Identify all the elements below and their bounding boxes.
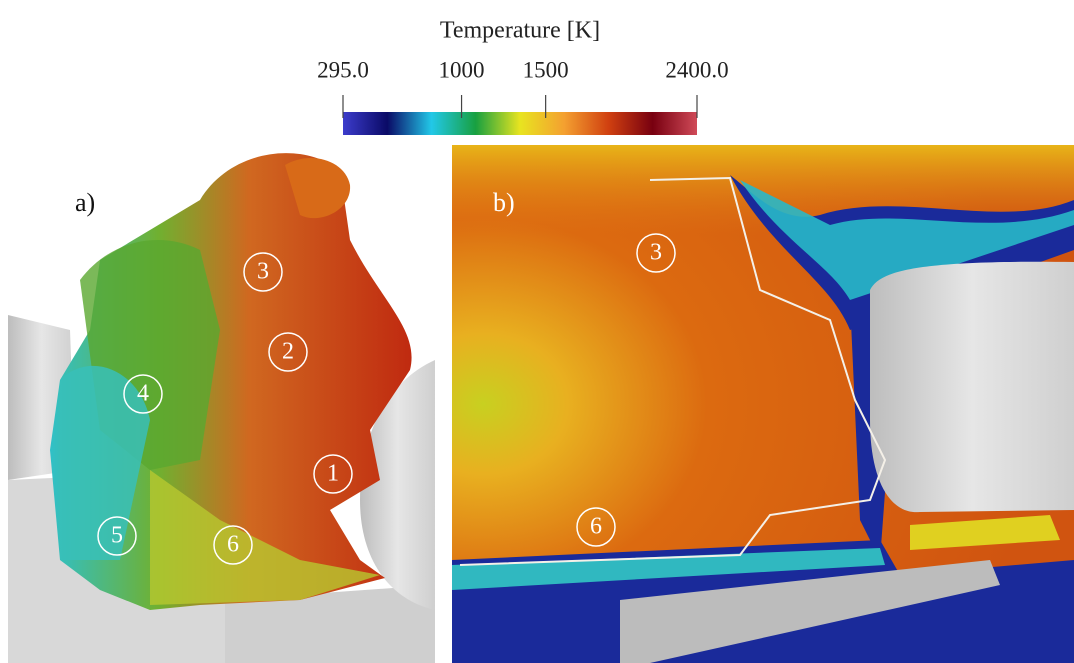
marker-label: 3 (650, 240, 662, 266)
marker-circle (123, 374, 163, 414)
colorbar (343, 112, 697, 135)
marker-circle (576, 507, 616, 547)
colorbar-tick-label: 2400.0 (665, 57, 728, 82)
marker-label: 6 (590, 514, 602, 540)
marker-label: 1 (327, 461, 339, 487)
marker-circle (97, 516, 137, 556)
marker-circle (268, 332, 308, 372)
marker-circle (213, 525, 253, 565)
marker-label: 3 (257, 259, 269, 285)
marker-circle (313, 454, 353, 494)
colorbar-tick-label: 1000 (439, 57, 485, 82)
marker-circle (636, 233, 676, 273)
colorbar-title: Temperature [K] (440, 18, 600, 44)
colorbar-tick-label: 295.0 (317, 57, 369, 82)
panel-b-image (452, 145, 1074, 663)
panel-label: a) (75, 188, 95, 217)
marker-label: 6 (227, 532, 239, 558)
marker-label: 4 (137, 381, 149, 407)
marker-circle (243, 252, 283, 292)
marker-label: 5 (111, 523, 123, 549)
panel-label: b) (493, 188, 515, 217)
marker-label: 2 (282, 339, 294, 365)
colorbar-tick-label: 1500 (523, 57, 569, 82)
panel-a-image (8, 153, 435, 663)
